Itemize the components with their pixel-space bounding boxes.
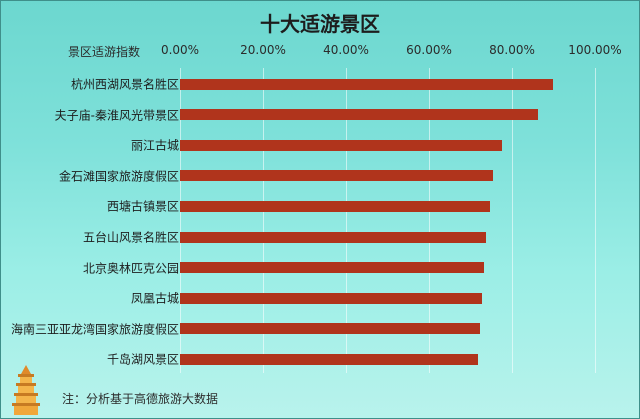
gridline (512, 68, 513, 373)
pagoda-icon (12, 365, 40, 415)
gridline (429, 68, 430, 373)
x-tick-label: 0.00% (160, 43, 200, 57)
category-label: 西塘古镇景区 (106, 199, 179, 214)
bar (180, 109, 539, 121)
x-tick-label: 80.00% (489, 43, 535, 57)
category-label: 五台山风景名胜区 (82, 230, 179, 245)
x-tick-label: 40.00% (323, 43, 369, 57)
chart-title: 十大适游景区 (260, 12, 380, 36)
bar (180, 353, 478, 365)
gridline (180, 68, 181, 373)
x-tick-label: 20.00% (240, 43, 286, 57)
category-label: 凤凰古城 (130, 291, 179, 306)
bar (180, 292, 482, 304)
x-tick-label: 60.00% (406, 43, 452, 57)
category-label: 千岛湖风景区 (106, 352, 179, 367)
category-label: 北京奥林匹克公园 (82, 261, 179, 276)
gridline (346, 68, 347, 373)
x-tick-label: 100.00% (568, 43, 622, 57)
gridline (595, 68, 596, 373)
bar (180, 200, 490, 212)
bar (180, 170, 494, 182)
gridline (263, 68, 264, 373)
category-label: 丽江古城 (130, 138, 179, 153)
category-label: 夫子庙-秦淮风光带景区 (54, 108, 179, 123)
category-label: 海南三亚亚龙湾国家旅游度假区 (10, 322, 179, 337)
data-source-note: 注：分析基于高德旅游大数据 (62, 392, 219, 406)
bar (180, 262, 485, 274)
bar (180, 231, 486, 243)
category-label: 金石滩国家旅游度假区 (58, 169, 179, 184)
bar (180, 78, 553, 90)
bar (180, 139, 503, 151)
x-axis-label: 景区适游指数 (68, 45, 141, 59)
category-label: 杭州西湖风景名胜区 (70, 77, 179, 92)
bar (180, 323, 480, 335)
